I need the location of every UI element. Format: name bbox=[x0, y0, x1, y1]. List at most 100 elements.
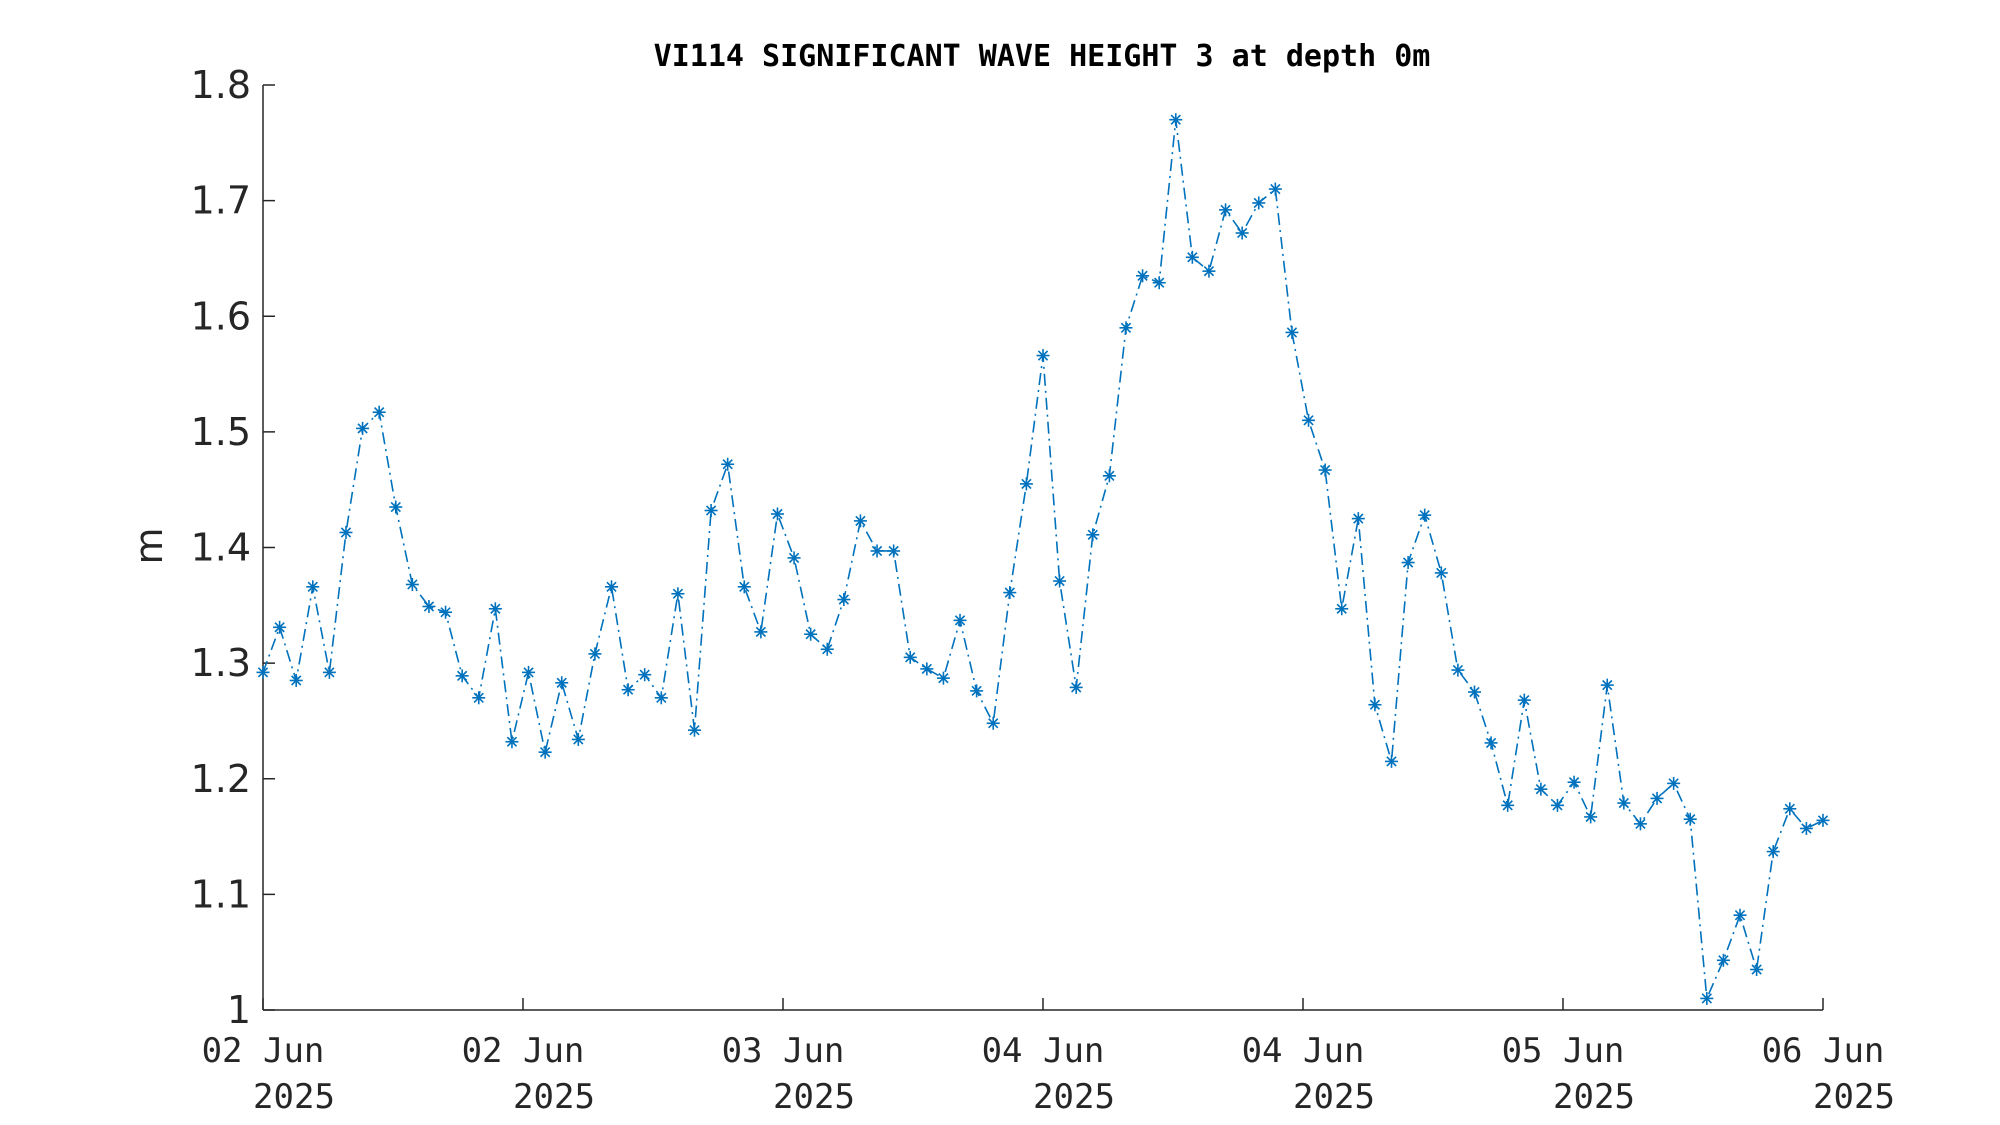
data-point bbox=[770, 507, 784, 521]
data-point bbox=[1633, 817, 1647, 831]
data-point bbox=[588, 647, 602, 661]
data-point bbox=[1700, 991, 1714, 1005]
x-tick-year-label: 2025 bbox=[1813, 1077, 1895, 1117]
data-point bbox=[1401, 556, 1415, 570]
data-point bbox=[505, 735, 519, 749]
data-point bbox=[273, 620, 287, 634]
data-point bbox=[1584, 810, 1598, 824]
x-tick-label: 03 Jun bbox=[722, 1031, 845, 1071]
series-markers bbox=[256, 113, 1830, 1005]
x-tick-label: 06 Jun bbox=[1762, 1031, 1885, 1071]
data-point bbox=[721, 457, 735, 471]
x-tick-label: 02 Jun bbox=[202, 1031, 325, 1071]
x-tick-year-label: 2025 bbox=[1033, 1077, 1115, 1117]
data-point bbox=[1102, 469, 1116, 483]
data-point bbox=[1783, 802, 1797, 816]
data-point bbox=[256, 665, 270, 679]
data-point bbox=[455, 669, 469, 683]
x-tick-year-label: 2025 bbox=[253, 1077, 335, 1117]
data-point bbox=[1766, 845, 1780, 859]
data-point bbox=[1003, 586, 1017, 600]
data-point bbox=[1434, 566, 1448, 580]
data-point bbox=[405, 578, 419, 591]
data-point bbox=[1019, 477, 1033, 491]
data-point bbox=[1268, 182, 1282, 196]
data-point bbox=[953, 613, 967, 627]
x-tick-year-label: 2025 bbox=[513, 1077, 595, 1117]
data-point bbox=[920, 662, 934, 676]
data-point bbox=[936, 671, 950, 685]
data-point bbox=[1252, 196, 1266, 210]
data-point bbox=[903, 650, 917, 664]
data-point bbox=[1036, 349, 1050, 363]
data-point bbox=[853, 514, 867, 528]
y-tick-label: 1.5 bbox=[191, 410, 251, 454]
data-point bbox=[1185, 250, 1199, 264]
data-point bbox=[1368, 698, 1382, 712]
y-tick-label: 1.4 bbox=[191, 526, 251, 570]
data-point bbox=[1219, 203, 1233, 217]
data-point bbox=[638, 668, 652, 682]
x-ticks: 02 Jun 2025 02 Jun 2025 03 Jun 2025 04 Jun 2025… bbox=[202, 998, 1895, 1117]
data-point bbox=[737, 580, 751, 594]
data-point bbox=[1136, 269, 1150, 283]
data-point bbox=[472, 691, 486, 705]
data-point bbox=[1202, 264, 1216, 278]
y-tick-label: 1.1 bbox=[191, 872, 251, 916]
data-point bbox=[1750, 963, 1764, 977]
data-point bbox=[1799, 821, 1813, 835]
data-point bbox=[787, 551, 801, 565]
data-point bbox=[356, 421, 370, 435]
data-point bbox=[1716, 953, 1730, 967]
chart-title: VI114 SIGNIFICANT WAVE HEIGHT 3 at depth… bbox=[654, 39, 1431, 74]
y-tick-label: 1.2 bbox=[191, 757, 251, 801]
data-point bbox=[1235, 226, 1249, 240]
data-point bbox=[1086, 528, 1100, 542]
data-point bbox=[654, 691, 668, 705]
data-point bbox=[1119, 321, 1133, 335]
data-point bbox=[439, 605, 453, 619]
data-point bbox=[754, 625, 768, 639]
data-point bbox=[1534, 782, 1548, 796]
y-tick-label: 1.7 bbox=[191, 179, 251, 223]
data-point bbox=[1733, 908, 1747, 922]
data-point bbox=[1683, 812, 1697, 826]
y-tick-label: 1.6 bbox=[191, 294, 251, 338]
data-point bbox=[389, 500, 403, 514]
data-point bbox=[306, 580, 320, 594]
data-point bbox=[1517, 693, 1531, 707]
y-ticks: 1 1.1 1.2 1.3 1.4 1.5 1.6 1.7 1.8 bbox=[191, 63, 275, 1032]
y-tick-label: 1.3 bbox=[191, 641, 251, 685]
data-point bbox=[1467, 685, 1481, 699]
data-point bbox=[605, 580, 619, 594]
data-point bbox=[870, 544, 884, 558]
data-point bbox=[1617, 796, 1631, 810]
data-point bbox=[986, 716, 1000, 730]
data-point bbox=[970, 684, 984, 698]
data-point bbox=[372, 405, 386, 419]
data-point bbox=[820, 642, 834, 656]
data-point bbox=[1335, 602, 1349, 616]
data-point bbox=[1285, 325, 1299, 339]
data-point bbox=[804, 627, 818, 641]
data-point bbox=[687, 723, 701, 737]
y-tick-label: 1.8 bbox=[191, 63, 251, 107]
data-point bbox=[1302, 413, 1316, 427]
data-point bbox=[571, 732, 585, 746]
data-point bbox=[704, 504, 718, 517]
data-point bbox=[1667, 776, 1681, 790]
data-point bbox=[322, 665, 336, 679]
x-tick-year-label: 2025 bbox=[1293, 1077, 1375, 1117]
data-point bbox=[488, 602, 502, 616]
data-point bbox=[621, 683, 635, 697]
y-axis-label: m bbox=[127, 527, 171, 564]
data-point bbox=[289, 673, 303, 687]
data-point bbox=[422, 599, 436, 613]
x-tick-label: 05 Jun bbox=[1502, 1031, 1625, 1071]
data-point bbox=[1418, 508, 1432, 522]
data-point bbox=[1152, 276, 1166, 290]
data-point bbox=[1484, 736, 1498, 750]
data-point bbox=[1501, 798, 1515, 812]
